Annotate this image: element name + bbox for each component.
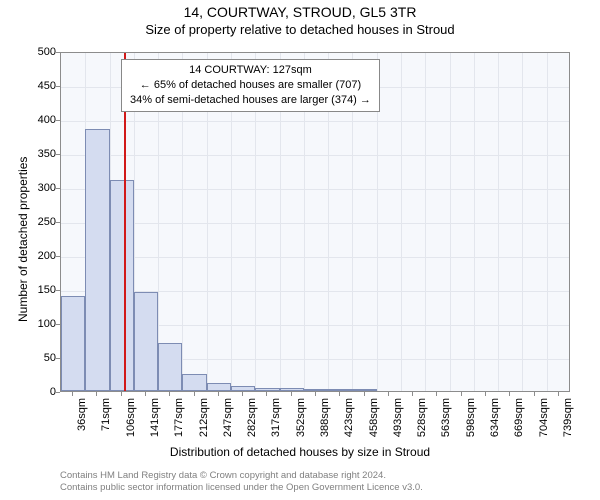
histogram-bar bbox=[304, 389, 328, 391]
x-tick-label: 458sqm bbox=[368, 398, 380, 448]
x-tick-label: 388sqm bbox=[319, 398, 331, 448]
histogram-bar bbox=[231, 386, 255, 391]
y-tick-label: 0 bbox=[16, 386, 56, 398]
y-tick-label: 350 bbox=[16, 148, 56, 160]
x-tick-label: 423sqm bbox=[343, 398, 355, 448]
histogram-chart: Number of detached properties 14 COURTWA… bbox=[0, 42, 600, 457]
histogram-bar bbox=[110, 180, 134, 391]
histogram-bar bbox=[207, 383, 231, 391]
x-tick-label: 739sqm bbox=[562, 398, 574, 448]
subtitle: Size of property relative to detached ho… bbox=[0, 20, 600, 37]
y-tick-label: 50 bbox=[16, 352, 56, 364]
info-line: 14 COURTWAY: 127sqm bbox=[130, 63, 371, 78]
histogram-bar bbox=[255, 388, 279, 391]
x-tick-label: 634sqm bbox=[489, 398, 501, 448]
x-tick-label: 177sqm bbox=[173, 398, 185, 448]
y-tick-label: 400 bbox=[16, 114, 56, 126]
plot-area: 14 COURTWAY: 127sqm← 65% of detached hou… bbox=[60, 52, 570, 392]
page-title: 14, COURTWAY, STROUD, GL5 3TR bbox=[0, 0, 600, 20]
footer-line-1: Contains HM Land Registry data © Crown c… bbox=[60, 470, 423, 482]
x-tick-label: 317sqm bbox=[270, 398, 282, 448]
x-tick-label: 36sqm bbox=[76, 398, 88, 448]
histogram-bar bbox=[85, 129, 109, 391]
x-tick-label: 71sqm bbox=[100, 398, 112, 448]
y-tick-label: 250 bbox=[16, 216, 56, 228]
footer-note: Contains HM Land Registry data © Crown c… bbox=[60, 470, 423, 494]
histogram-bar bbox=[280, 388, 304, 391]
x-axis-label: Distribution of detached houses by size … bbox=[0, 445, 600, 459]
x-tick-label: 247sqm bbox=[222, 398, 234, 448]
info-line: 34% of semi-detached houses are larger (… bbox=[130, 93, 371, 108]
x-tick-label: 212sqm bbox=[198, 398, 210, 448]
histogram-bar bbox=[158, 343, 182, 391]
y-tick-label: 200 bbox=[16, 250, 56, 262]
histogram-bar bbox=[328, 389, 352, 391]
x-tick-label: 598sqm bbox=[465, 398, 477, 448]
info-line: ← 65% of detached houses are smaller (70… bbox=[130, 78, 371, 93]
x-tick-label: 141sqm bbox=[149, 398, 161, 448]
histogram-bar bbox=[182, 374, 206, 391]
x-tick-label: 563sqm bbox=[440, 398, 452, 448]
histogram-bar bbox=[352, 389, 376, 391]
x-tick-label: 528sqm bbox=[416, 398, 428, 448]
x-tick-label: 106sqm bbox=[125, 398, 137, 448]
x-tick-label: 669sqm bbox=[513, 398, 525, 448]
histogram-bar bbox=[61, 296, 85, 391]
y-tick-label: 450 bbox=[16, 80, 56, 92]
y-tick-label: 300 bbox=[16, 182, 56, 194]
x-tick-label: 704sqm bbox=[538, 398, 550, 448]
y-tick-label: 150 bbox=[16, 284, 56, 296]
x-tick-label: 352sqm bbox=[295, 398, 307, 448]
x-tick-label: 282sqm bbox=[246, 398, 258, 448]
y-tick-label: 500 bbox=[16, 46, 56, 58]
y-tick-label: 100 bbox=[16, 318, 56, 330]
footer-line-2: Contains public sector information licen… bbox=[60, 482, 423, 494]
info-box: 14 COURTWAY: 127sqm← 65% of detached hou… bbox=[121, 59, 380, 112]
histogram-bar bbox=[134, 292, 158, 391]
x-tick-label: 493sqm bbox=[392, 398, 404, 448]
